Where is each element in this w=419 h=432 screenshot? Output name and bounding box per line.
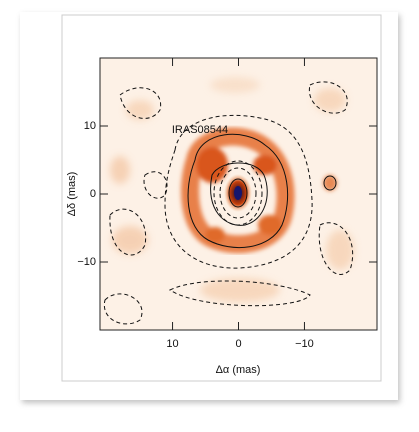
- image-map: [100, 58, 377, 330]
- y-tick-label: 0: [90, 188, 96, 200]
- y-tick-label: −10: [77, 256, 96, 268]
- x-tick-label: 0: [235, 338, 241, 350]
- figure-card: IRAS08544 Δα (mas) Δδ (mas) 10 0 −10 −10 0 10: [0, 0, 419, 427]
- annotation: IRAS08544: [172, 124, 228, 136]
- x-axis-label: Δα (mas): [216, 364, 261, 376]
- x-tick-label: −10: [295, 338, 314, 350]
- y-axis-label: Δδ (mas): [66, 172, 78, 217]
- y-tick-label: 10: [84, 120, 96, 132]
- x-tick-label: 10: [166, 338, 178, 350]
